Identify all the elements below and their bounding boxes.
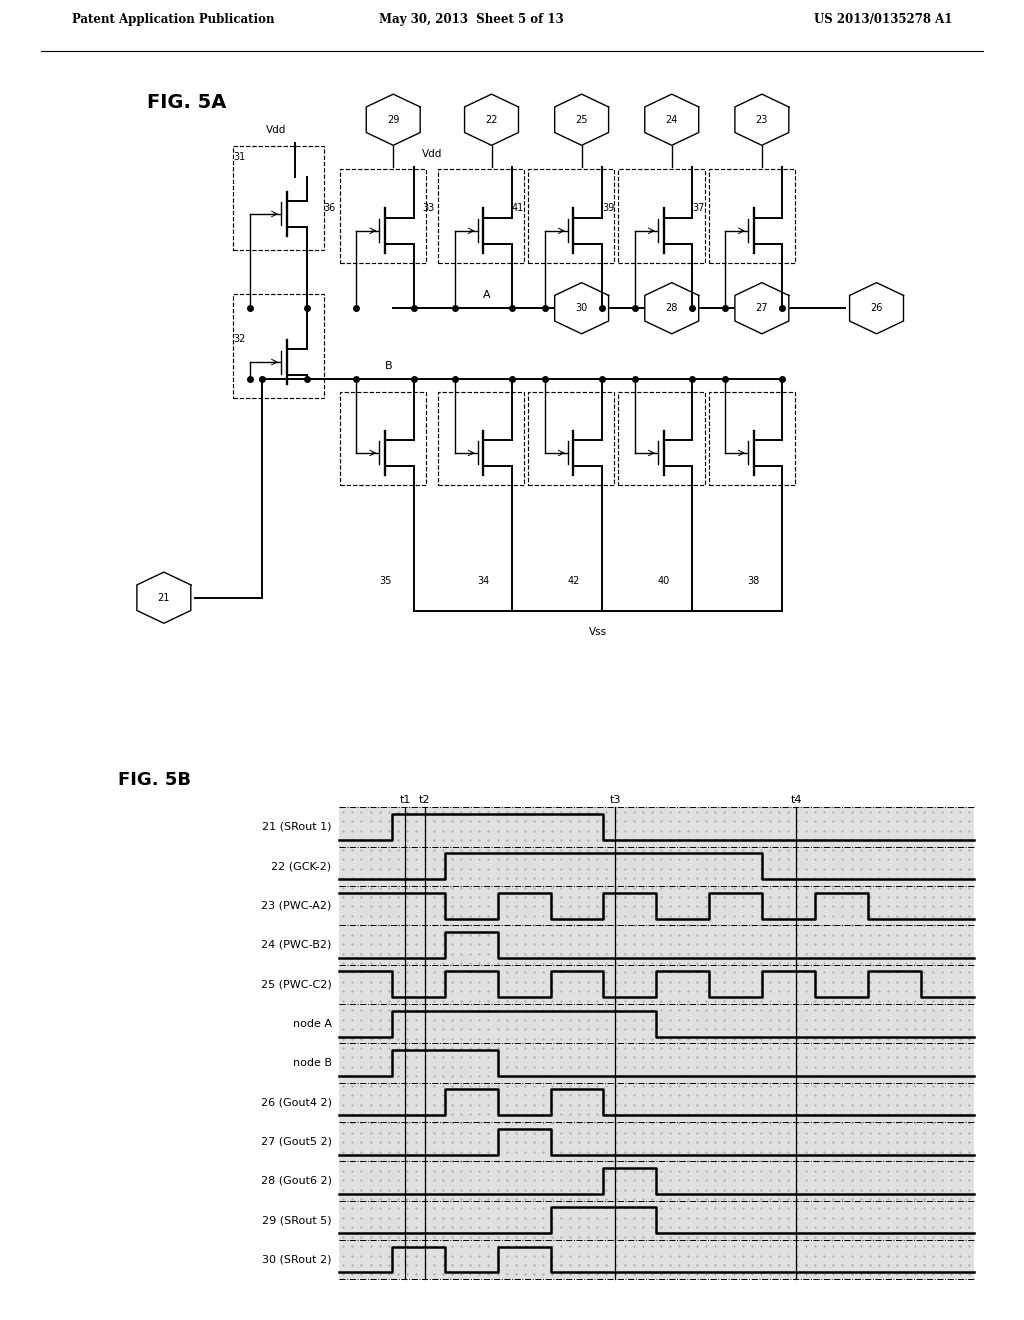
Text: t2: t2 <box>419 795 430 805</box>
Text: Vdd: Vdd <box>266 125 287 135</box>
Text: t3: t3 <box>609 795 621 805</box>
Text: 38: 38 <box>748 577 760 586</box>
Text: 26 (Gout4 2): 26 (Gout4 2) <box>260 1097 332 1107</box>
Polygon shape <box>735 94 788 145</box>
Text: 23 (PWC-A2): 23 (PWC-A2) <box>261 900 332 911</box>
Text: May 30, 2013  Sheet 5 of 13: May 30, 2013 Sheet 5 of 13 <box>379 13 563 26</box>
Text: Patent Application Publication: Patent Application Publication <box>72 13 274 26</box>
Bar <box>438 392 524 486</box>
Polygon shape <box>645 94 698 145</box>
Polygon shape <box>645 282 698 334</box>
Text: node A: node A <box>293 1019 332 1028</box>
Text: FIG. 5A: FIG. 5A <box>147 92 227 112</box>
Polygon shape <box>555 94 608 145</box>
Bar <box>709 392 795 486</box>
Text: t1: t1 <box>399 795 411 805</box>
Bar <box>709 169 795 263</box>
Text: 21 (SRout 1): 21 (SRout 1) <box>262 822 332 832</box>
Text: Vdd: Vdd <box>422 149 442 158</box>
Bar <box>618 169 705 263</box>
Text: US 2013/0135278 A1: US 2013/0135278 A1 <box>814 13 952 26</box>
Polygon shape <box>367 94 420 145</box>
Text: 22: 22 <box>485 115 498 124</box>
Text: 25: 25 <box>575 115 588 124</box>
Text: 27: 27 <box>756 304 768 313</box>
Text: 29 (SRout 5): 29 (SRout 5) <box>262 1216 332 1225</box>
Bar <box>339 808 974 1279</box>
Text: 41: 41 <box>512 202 524 213</box>
Text: FIG. 5B: FIG. 5B <box>118 771 190 789</box>
Text: 30: 30 <box>575 304 588 313</box>
Text: 36: 36 <box>324 202 336 213</box>
Polygon shape <box>137 572 190 623</box>
Text: t4: t4 <box>791 795 802 805</box>
Polygon shape <box>465 94 518 145</box>
Bar <box>340 392 426 486</box>
Text: 24 (PWC-B2): 24 (PWC-B2) <box>261 940 332 950</box>
Text: 29: 29 <box>387 115 399 124</box>
Text: 23: 23 <box>756 115 768 124</box>
Bar <box>233 145 324 249</box>
Text: 39: 39 <box>602 202 614 213</box>
Text: node B: node B <box>293 1057 332 1068</box>
Text: 42: 42 <box>567 577 580 586</box>
Text: 40: 40 <box>657 577 670 586</box>
Text: 32: 32 <box>233 334 246 345</box>
Polygon shape <box>735 282 788 334</box>
Text: 24: 24 <box>666 115 678 124</box>
Bar <box>233 294 324 397</box>
Bar <box>438 169 524 263</box>
Polygon shape <box>555 282 608 334</box>
Text: 33: 33 <box>422 202 434 213</box>
Text: 34: 34 <box>477 577 489 586</box>
Text: B: B <box>385 360 392 371</box>
Polygon shape <box>850 282 903 334</box>
Text: Vss: Vss <box>589 627 607 636</box>
Text: 25 (PWC-C2): 25 (PWC-C2) <box>261 979 332 989</box>
Text: 31: 31 <box>233 152 246 162</box>
Text: 22 (GCK-2): 22 (GCK-2) <box>271 861 332 871</box>
Text: 26: 26 <box>870 304 883 313</box>
Text: 21: 21 <box>158 593 170 603</box>
Bar <box>528 169 614 263</box>
Text: 35: 35 <box>379 577 391 586</box>
Bar <box>528 392 614 486</box>
Text: 28 (Gout6 2): 28 (Gout6 2) <box>260 1176 332 1185</box>
Text: 28: 28 <box>666 304 678 313</box>
Text: 37: 37 <box>692 202 705 213</box>
Bar <box>340 169 426 263</box>
Bar <box>618 392 705 486</box>
Text: A: A <box>483 290 490 300</box>
Text: 27 (Gout5 2): 27 (Gout5 2) <box>260 1137 332 1147</box>
Text: 30 (SRout 2): 30 (SRout 2) <box>262 1254 332 1265</box>
